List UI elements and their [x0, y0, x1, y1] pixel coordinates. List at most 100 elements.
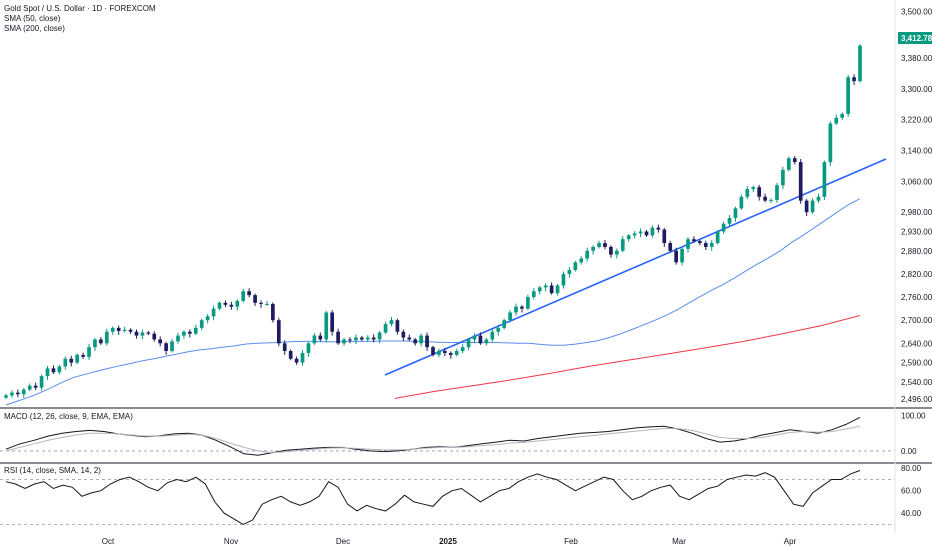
- candle-body: [51, 368, 56, 373]
- candle-body: [365, 337, 370, 340]
- price-tick-label: 3,380.00: [901, 54, 932, 63]
- candle-body: [431, 347, 435, 355]
- candle-body: [110, 327, 115, 332]
- candle-body: [650, 227, 655, 236]
- candle-body: [241, 291, 246, 301]
- candle-body: [330, 312, 335, 332]
- x-tick-label: Mar: [672, 537, 686, 546]
- candle-body: [188, 331, 192, 334]
- candle-body: [39, 376, 44, 388]
- candle-body: [407, 337, 412, 340]
- candle-body: [235, 300, 240, 307]
- candle-body: [674, 250, 678, 263]
- sma200-line: [394, 315, 861, 399]
- price-tick-label: 2,540.00: [901, 378, 932, 387]
- candle-body: [205, 316, 210, 321]
- candle-body: [383, 324, 388, 333]
- candle-body: [615, 250, 619, 255]
- candle-body: [377, 332, 382, 340]
- candle-body: [715, 231, 720, 244]
- candle-body: [751, 187, 756, 190]
- candle-body: [27, 385, 32, 390]
- candle-body: [573, 262, 578, 271]
- candle-body: [21, 389, 26, 395]
- candle-body: [757, 187, 762, 197]
- candle-body: [591, 246, 595, 251]
- candle-body: [128, 329, 133, 332]
- candle-body: [359, 337, 364, 340]
- candle-body: [549, 285, 554, 294]
- candle-body: [16, 392, 20, 395]
- candle-body: [472, 335, 477, 340]
- candle-body: [644, 231, 649, 236]
- candle-body: [626, 235, 631, 240]
- price-tick-label: 2,760.00: [901, 293, 932, 302]
- candle-body: [692, 239, 696, 242]
- rsi-line: [5, 470, 861, 525]
- price-tick-label: 3,500.00: [901, 8, 932, 17]
- candle-body: [63, 358, 68, 367]
- candle-body: [271, 303, 275, 321]
- candle-body: [709, 243, 714, 247]
- candle-body: [520, 306, 524, 309]
- price-tick-label: 3,220.00: [901, 116, 932, 125]
- candle-body: [834, 117, 839, 124]
- candle-body: [668, 243, 673, 251]
- candle-body: [561, 273, 566, 286]
- macd-legend: MACD (12, 26, close, 9, EMA, EMA): [4, 412, 133, 421]
- candle-body: [662, 229, 667, 244]
- candle-body: [579, 258, 584, 263]
- legend-sma50: SMA (50, close): [4, 14, 61, 23]
- candle-body: [81, 354, 85, 357]
- candle-body: [437, 351, 441, 355]
- candle-body: [10, 392, 14, 396]
- candle-body: [680, 248, 684, 263]
- candle-body: [846, 77, 850, 114]
- candle-body: [401, 331, 406, 338]
- legend-sma200: SMA (200, close): [4, 24, 65, 33]
- candle-body: [413, 339, 418, 344]
- price-tick-label: 2,930.00: [901, 227, 932, 236]
- x-tick-label: Feb: [564, 537, 578, 546]
- candle-body: [543, 285, 548, 288]
- candle-body: [840, 113, 845, 118]
- candle-body: [816, 196, 821, 201]
- candle-body: [336, 331, 340, 344]
- candle-body: [804, 200, 809, 213]
- candle-body: [87, 347, 91, 357]
- candle-body: [389, 320, 394, 325]
- candle-body: [448, 352, 453, 355]
- rsi-legend: RSI (14, close, SMA, 14, 2): [4, 466, 101, 475]
- candle-body: [140, 332, 145, 336]
- x-axis: Oct Nov Dec 2025 Feb Mar Apr: [102, 537, 797, 546]
- candle-body: [567, 270, 572, 274]
- candle-body: [152, 333, 157, 340]
- x-tick-label: Apr: [784, 537, 797, 546]
- candle-body: [526, 297, 530, 309]
- candle-body: [443, 351, 447, 353]
- macd-tick-label: 100.00: [901, 412, 926, 421]
- sma50-line: [5, 198, 861, 406]
- price-tick-label: 2,980.00: [901, 208, 932, 217]
- candle-body: [122, 329, 127, 331]
- candle-body: [116, 327, 121, 331]
- candle-body: [419, 335, 423, 344]
- candle-body: [514, 306, 518, 313]
- candle-body: [276, 320, 281, 344]
- rsi-tick-label: 40.00: [901, 509, 922, 518]
- candle-body: [354, 337, 358, 341]
- candle-body: [324, 312, 329, 340]
- candle-body: [792, 158, 797, 163]
- price-tick-label: 2,700.00: [901, 316, 932, 325]
- candle-body: [508, 312, 512, 321]
- candle-body: [348, 339, 352, 341]
- candle-body: [781, 169, 785, 186]
- candle-body: [810, 200, 815, 213]
- candle-body: [158, 339, 163, 344]
- candle-body: [99, 339, 103, 344]
- candle-body: [775, 185, 779, 200]
- price-tick-label: 2,496.00: [901, 395, 932, 404]
- candle-body: [247, 291, 251, 296]
- macd-pane: MACD (12, 26, close, 9, EMA, EMA) 100.00…: [0, 412, 926, 456]
